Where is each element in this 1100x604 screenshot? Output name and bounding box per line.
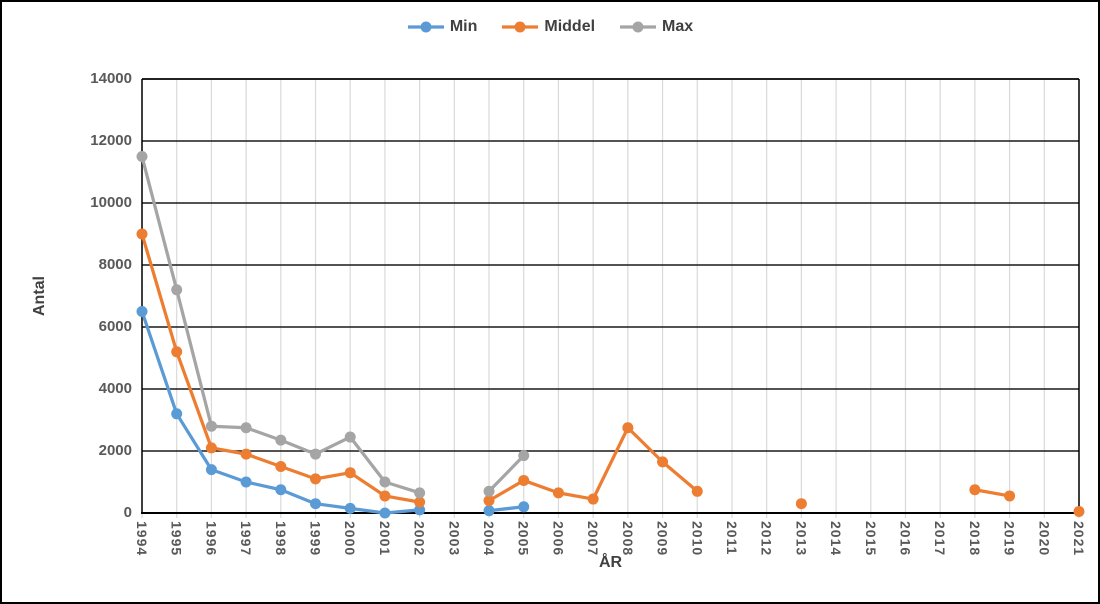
x-tick-label: 1995 [168,521,185,557]
data-point-middel [379,490,391,502]
y-tick-label: 2000 [98,442,132,459]
data-point-middel [622,422,634,434]
x-tick-label: 2015 [862,521,879,557]
data-point-max [483,485,495,497]
x-tick-label: 2017 [932,521,949,557]
data-point-middel [1073,505,1085,517]
x-tick-label: 2016 [897,521,914,557]
y-tick-label: 6000 [98,318,132,335]
legend-item-min: Min [407,18,478,36]
data-point-max [171,284,183,296]
data-point-middel [483,495,495,507]
data-point-middel [691,485,703,497]
data-point-max [344,431,356,443]
x-tick-label: 1996 [203,521,220,557]
data-point-middel [171,346,183,358]
x-tick-label: 2000 [342,521,359,557]
legend-label: Min [449,18,478,35]
x-tick-label: 2013 [793,521,810,557]
series-line-min [487,505,526,513]
data-point-max [240,422,252,434]
x-tick-label: 1997 [238,521,255,557]
data-point-middel [1004,490,1016,502]
x-axis-title: ÅR [598,554,623,571]
data-point-middel [344,467,356,479]
data-point-min [171,408,183,420]
legend-marker [420,21,432,33]
data-point-middel [969,484,981,496]
y-tick-label: 0 [123,504,132,521]
data-point-max [518,450,530,462]
data-point-middel [136,228,148,240]
data-point-min [344,502,356,514]
data-point-max [205,420,217,432]
data-point-middel [414,496,426,508]
x-tick-label: 2007 [585,521,602,557]
series-line-middel [973,488,1012,498]
x-tick-label: 2021 [1071,521,1087,557]
data-point-min [518,501,530,513]
x-tick-label: 2012 [758,521,775,557]
data-point-middel [552,487,564,499]
legend-marker [514,21,526,33]
x-tick-label: 2004 [481,521,498,557]
y-tick-label: 12000 [90,132,132,149]
data-point-middel [657,456,669,468]
x-tick-label: 2003 [446,521,463,557]
legend-label: Middel [544,18,596,35]
legend: Min Middel Max [2,18,1098,36]
y-tick-label: 10000 [90,194,132,211]
data-point-max [136,151,148,162]
x-tick-label: 2001 [376,521,393,557]
data-point-middel [310,473,322,485]
x-tick-label: 2011 [723,521,740,556]
x-tick-label: 2006 [550,521,567,557]
data-point-min [136,306,148,317]
y-tick-label: 8000 [98,256,132,273]
x-tick-label: 2008 [619,521,636,557]
data-point-max [379,476,391,488]
x-tick-label: 2018 [966,521,983,557]
series-line-max [487,454,526,493]
legend-item-middel: Middel [501,18,595,36]
x-tick-label: 1994 [134,521,150,557]
x-tick-label: 2019 [1001,521,1018,557]
data-point-middel [587,493,599,505]
data-point-middel [275,461,287,472]
legend-marker [632,21,644,33]
data-point-middel [205,442,217,454]
x-tick-label: 1998 [272,521,289,557]
data-point-min [414,504,426,516]
x-tick-label: 2020 [1036,521,1053,557]
data-point-middel [240,448,252,460]
x-tick-label: 2014 [828,521,845,557]
data-point-min [205,464,217,476]
data-point-min [379,507,391,519]
data-point-max [310,448,322,460]
data-point-middel [795,498,807,510]
data-point-max [414,487,426,499]
data-point-min [275,484,287,496]
data-point-middel [518,474,530,486]
x-tick-label: 2005 [515,521,532,557]
data-point-min [310,498,322,510]
x-tick-label: 2009 [654,521,671,557]
x-tick-label: 1999 [307,521,324,557]
y-axis-title: Antal [31,276,48,316]
legend-item-max: Max [619,18,693,36]
data-point-min [483,505,495,517]
x-tick-label: 2010 [689,521,706,557]
legend-label: Max [662,18,694,35]
data-point-max [275,434,287,446]
legend-line-marker-icon [407,21,444,33]
y-tick-label: 14000 [90,70,132,87]
x-tick-label: 2002 [411,521,428,557]
legend-line-marker-icon [620,21,657,33]
legend-line-marker-icon [502,21,539,33]
data-point-min [240,476,252,488]
y-tick-label: 4000 [98,380,132,397]
